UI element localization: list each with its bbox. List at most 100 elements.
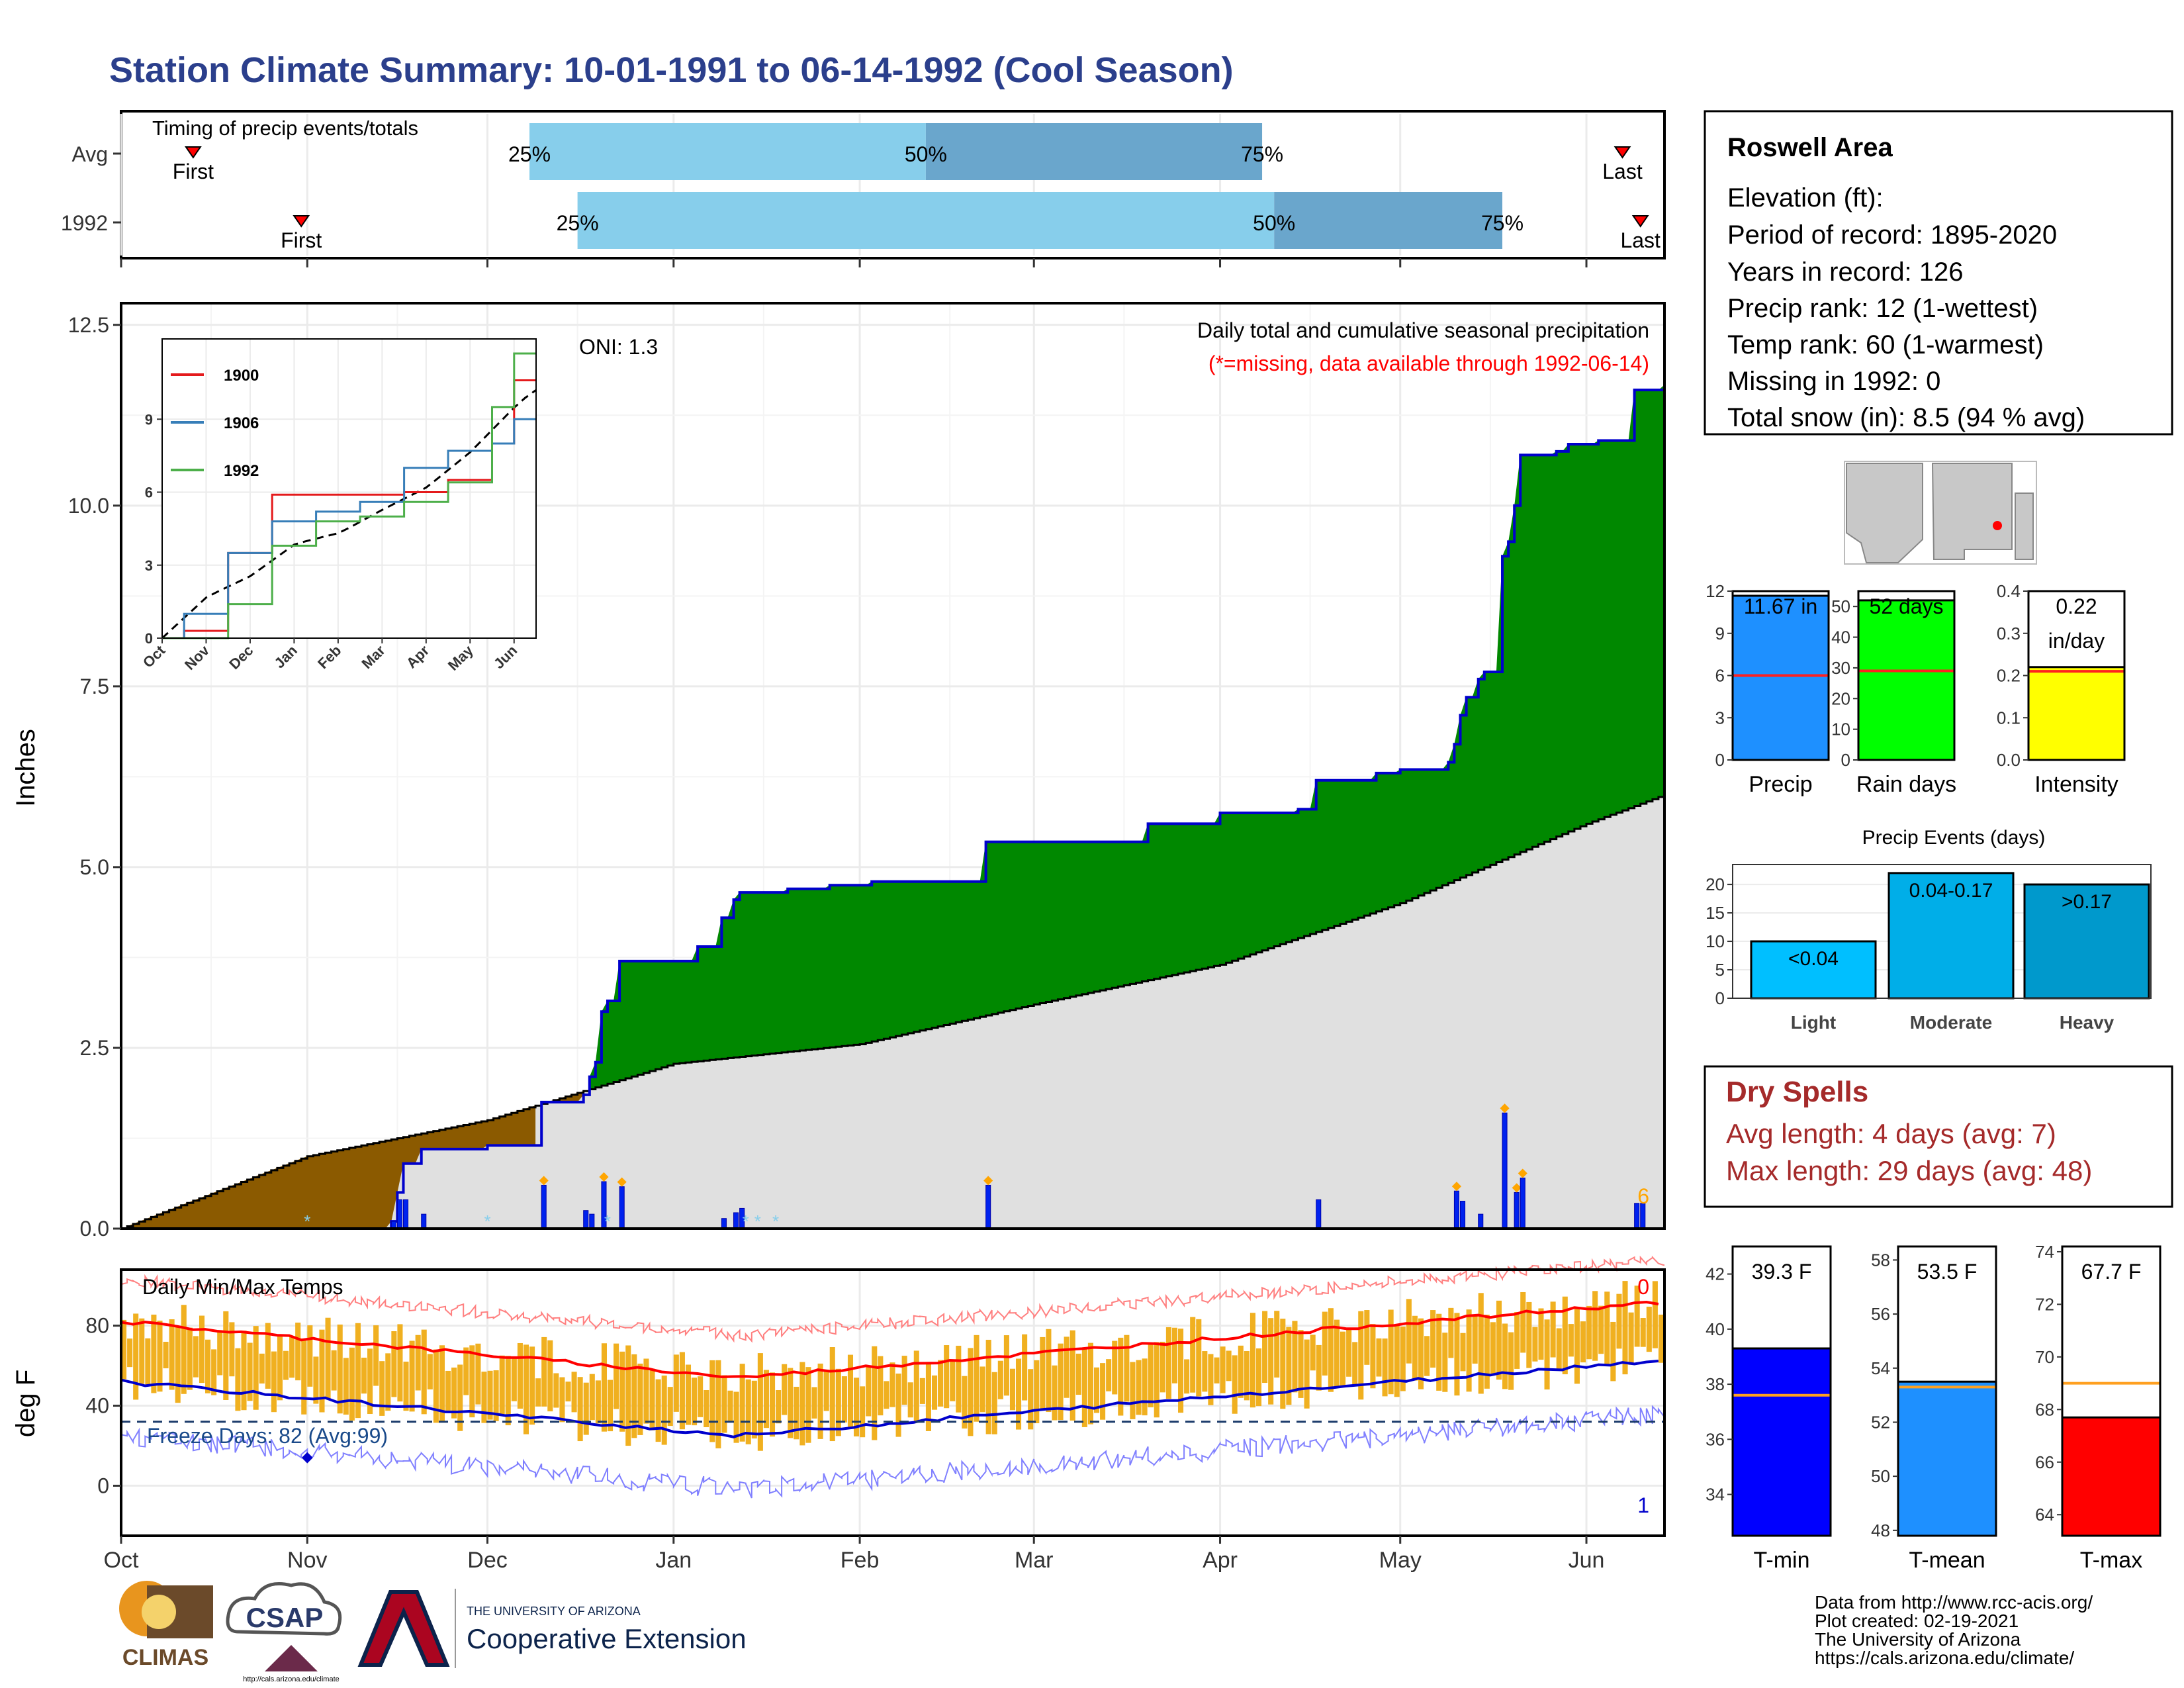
daily-temp-bar xyxy=(583,1382,589,1435)
events-y-tick-label: 15 xyxy=(1706,903,1725,923)
precip-annotation-title: Daily total and cumulative seasonal prec… xyxy=(1197,318,1649,342)
daily-temp-bar xyxy=(283,1350,289,1380)
daily-temp-bar xyxy=(1280,1319,1286,1409)
daily-temp-bar xyxy=(1454,1313,1460,1396)
last-event-marker xyxy=(1614,146,1631,159)
dry-spells-avg: Avg length: 4 days (avg: 7) xyxy=(1726,1118,2056,1149)
daily-temp-bar xyxy=(541,1336,547,1407)
temp-bar-frame xyxy=(1731,1245,1832,1537)
month-tick-label: Oct xyxy=(104,1548,139,1573)
daily-temp-bar xyxy=(247,1342,253,1401)
daily-precip-bar xyxy=(1514,1192,1520,1229)
daily-temp-bar xyxy=(1009,1368,1016,1411)
daily-temp-bar xyxy=(649,1368,655,1430)
daily-temp-bar xyxy=(727,1390,733,1423)
ua-logo: THE UNIVERSITY OF ARIZONA Cooperative Ex… xyxy=(357,1589,747,1668)
daily-temp-bar xyxy=(187,1327,193,1390)
oni-label: ONI: 1.3 xyxy=(579,335,658,359)
daily-temp-bar xyxy=(1364,1310,1370,1365)
footer-line-data: Data from http://www.rcc-acis.org/ xyxy=(1815,1592,2093,1613)
month-tick-label: Dec xyxy=(467,1548,507,1573)
snow-marker: * xyxy=(304,1211,310,1231)
daily-temp-bar xyxy=(860,1386,866,1438)
mini-bar-y-tick-label: 10 xyxy=(1831,720,1850,739)
temp-bar-category-label: T-max xyxy=(2080,1548,2142,1573)
inset-legend-label: 1900 xyxy=(224,367,259,385)
daily-temp-bar xyxy=(1075,1353,1081,1395)
temp-bar-category-label: T-min xyxy=(1754,1548,1810,1573)
daily-precip-bar xyxy=(589,1213,595,1229)
daily-temp-bar xyxy=(163,1341,169,1369)
daily-temp-bar xyxy=(866,1366,872,1417)
daily-temp-bar xyxy=(1418,1318,1424,1389)
station-box-frame xyxy=(1704,110,2173,436)
daily-temp-bar xyxy=(313,1356,319,1404)
daily-temp-bar xyxy=(733,1391,739,1443)
event-bar xyxy=(1750,940,1877,1000)
daily-temp-bar xyxy=(1304,1339,1310,1409)
daily-temp-bar xyxy=(1478,1293,1484,1394)
daily-temp-bar xyxy=(571,1372,577,1413)
temp-bar-charts: 34 36 38 40 42 39.3 F T-min 48 50 52 54 56 58 53.5 F T… xyxy=(1706,1242,2161,1573)
daily-temp-bar xyxy=(901,1356,907,1405)
daily-temp-bar xyxy=(1610,1321,1616,1382)
daily-temp-bar xyxy=(1316,1344,1322,1391)
daily-temp-bar xyxy=(841,1376,847,1423)
mini-bar-charts: 0 3 6 9 12 11.67 in Precip 0 10 20 30 40 50 52 days Ra… xyxy=(1706,581,2126,797)
daily-temp-bar xyxy=(1628,1312,1634,1365)
event-bar xyxy=(2023,883,2150,1000)
daily-temp-bar xyxy=(692,1378,698,1426)
station-location-marker xyxy=(1993,521,2002,530)
precip-y-tick-label: 12.5 xyxy=(68,313,109,337)
temp-bar-y-tick-label: 52 xyxy=(1871,1412,1890,1432)
daily-temp-bar xyxy=(1292,1321,1298,1393)
daily-temp-bar xyxy=(956,1345,962,1413)
mini-bar-category-label: Precip xyxy=(1749,772,1812,797)
daily-temp-bar xyxy=(1370,1324,1376,1389)
daily-temp-bar xyxy=(1022,1334,1028,1401)
daily-temp-bar xyxy=(1616,1293,1622,1349)
daily-precip-bar xyxy=(721,1218,727,1229)
temp-bar-y-tick-label: 72 xyxy=(2035,1294,2054,1314)
daily-temp-bar xyxy=(1286,1327,1292,1405)
daily-temp-bar xyxy=(854,1378,860,1436)
snow-marker: * xyxy=(484,1211,490,1231)
daily-temp-bar xyxy=(1412,1315,1418,1381)
month-tick-label: Nov xyxy=(287,1548,327,1573)
daily-temp-bar xyxy=(776,1390,782,1424)
daily-temp-bar xyxy=(950,1360,956,1401)
temp-bar-y-tick-label: 70 xyxy=(2035,1347,2054,1367)
timing-label-50: 50% xyxy=(905,142,947,166)
daily-temp-bar xyxy=(1118,1337,1124,1416)
temp-bar-y-tick-label: 42 xyxy=(1706,1264,1725,1284)
daily-temp-bar xyxy=(361,1357,367,1394)
station-line-elevation: Elevation (ft): xyxy=(1727,183,1884,212)
daily-temp-bar xyxy=(205,1339,211,1393)
daily-temp-bar xyxy=(1568,1324,1574,1357)
daily-temp-bar xyxy=(577,1377,583,1442)
daily-precip-bar xyxy=(421,1213,427,1229)
daily-temp-bar xyxy=(1574,1307,1580,1384)
daily-temp-bar xyxy=(884,1381,889,1409)
mini-bar-y-tick-label: 0.4 xyxy=(1997,581,2021,601)
inset-legend-label: 1906 xyxy=(224,414,259,432)
daily-temp-bar xyxy=(1148,1342,1154,1407)
daily-temp-bar xyxy=(565,1382,571,1402)
mini-bar-category-label: Rain days xyxy=(1856,772,1956,797)
daily-temp-bar xyxy=(151,1314,157,1393)
temp-panel-frame xyxy=(120,1268,1666,1537)
daily-temp-bar xyxy=(1424,1336,1430,1376)
daily-temp-bar xyxy=(619,1351,625,1432)
daily-temp-bar xyxy=(997,1360,1003,1399)
csap-url: http://cals.arizona.edu/climate xyxy=(243,1675,340,1683)
daily-temp-bar xyxy=(457,1364,463,1431)
daily-temp-bar xyxy=(235,1348,241,1411)
daily-temp-bar xyxy=(547,1340,553,1412)
temp-content xyxy=(120,1255,1665,1499)
daily-temp-bar xyxy=(1592,1291,1598,1361)
timing-label-50: 50% xyxy=(1253,211,1295,235)
daily-temp-bar xyxy=(499,1355,505,1415)
daily-temp-bar xyxy=(403,1361,409,1411)
timing-bar-q25-q50 xyxy=(529,123,926,180)
daily-temp-bar xyxy=(931,1375,938,1410)
